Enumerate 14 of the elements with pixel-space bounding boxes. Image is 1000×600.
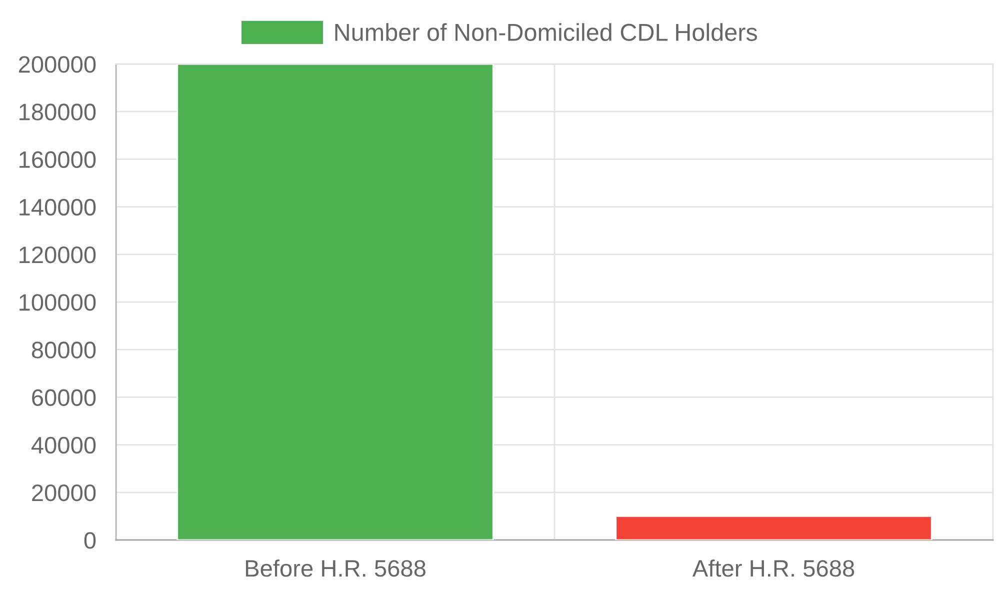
y-tick-label: 80000 bbox=[32, 342, 96, 358]
y-tick-label: 200000 bbox=[18, 56, 96, 73]
y-tick-label: 160000 bbox=[20, 151, 96, 168]
y-tick-label: 100000 bbox=[20, 294, 96, 311]
y-tick-label: 140000 bbox=[20, 198, 96, 216]
y-tick-label: 40000 bbox=[31, 436, 96, 454]
y-tick-label: 20000 bbox=[32, 484, 96, 502]
y-tick-label: 120000 bbox=[20, 246, 96, 264]
y-tick-label: 60000 bbox=[32, 389, 96, 406]
legend-label: Number of Non-Domiciled CDL Holders bbox=[335, 23, 757, 41]
y-tick-label: 0 bbox=[84, 532, 96, 549]
x-tick-label: Before H.R. 5688 bbox=[246, 559, 426, 577]
y-tick-label: 180000 bbox=[20, 104, 96, 120]
x-tick-label: After H.R. 5688 bbox=[692, 559, 854, 577]
